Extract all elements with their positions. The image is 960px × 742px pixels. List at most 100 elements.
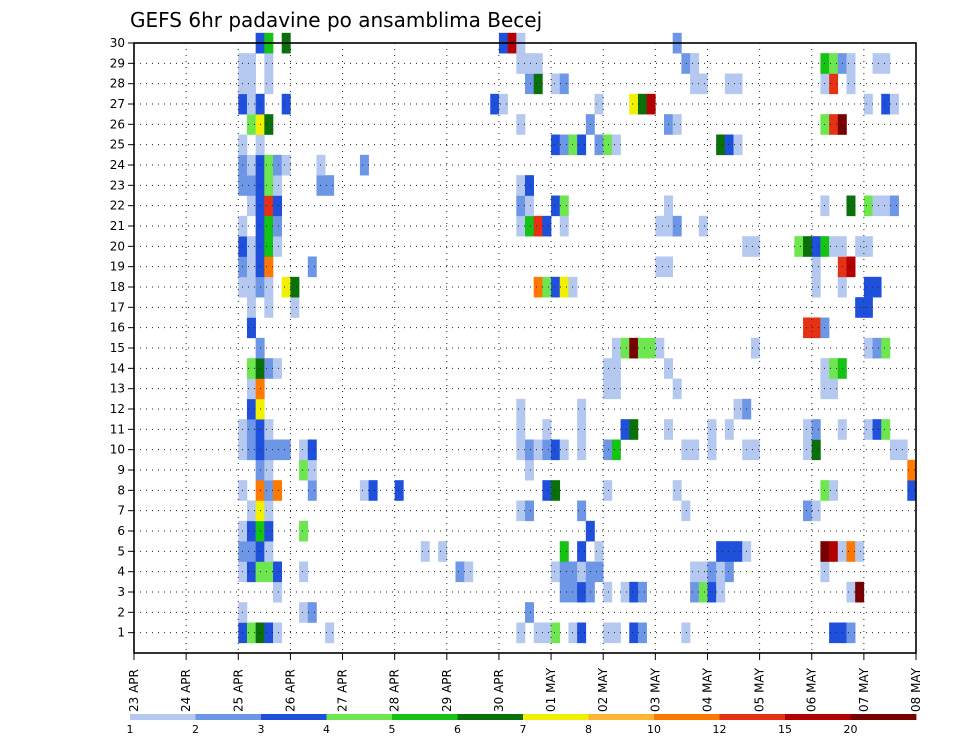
heatmap-cell	[803, 236, 813, 257]
heatmap-cell	[246, 378, 256, 400]
heatmap-cell	[533, 73, 543, 95]
y-tick-label: 28	[110, 77, 125, 91]
y-tick-label: 13	[110, 382, 125, 396]
heatmap-cell	[698, 561, 708, 583]
heatmap-cell	[846, 581, 856, 603]
heatmap-cell	[516, 419, 526, 440]
heatmap-cell	[863, 236, 873, 257]
heatmap-cell	[273, 439, 283, 461]
heatmap-cell	[898, 439, 908, 461]
colorbar-label: 15	[778, 723, 792, 736]
heatmap-cell	[611, 337, 621, 359]
heatmap-cell	[863, 297, 873, 318]
heatmap-cell	[542, 276, 552, 298]
heatmap-cell	[603, 622, 613, 644]
heatmap-cell	[516, 175, 526, 196]
heatmap-cell	[246, 236, 256, 257]
x-tick-label: 27 APR	[336, 669, 350, 712]
heatmap-cell	[724, 541, 734, 562]
y-tick-label: 29	[110, 56, 125, 70]
heatmap-cell	[594, 93, 604, 115]
heatmap-cell	[551, 276, 561, 298]
heatmap-cell	[246, 154, 256, 176]
heatmap-cell	[750, 337, 760, 359]
heatmap-cell	[603, 378, 613, 400]
heatmap-cell	[637, 622, 647, 644]
heatmap-cell	[533, 53, 543, 74]
heatmap-cell	[299, 520, 309, 542]
heatmap-cell	[420, 541, 430, 562]
colorbar-swatch	[785, 714, 851, 720]
heatmap-cell	[299, 439, 309, 461]
heatmap-cell	[542, 215, 552, 237]
heatmap-cell	[733, 541, 743, 562]
heatmap-cell	[577, 500, 587, 522]
heatmap-cell	[559, 541, 569, 562]
heatmap-cell	[525, 53, 534, 74]
heatmap-cell	[907, 459, 917, 481]
heatmap-cell	[525, 175, 534, 196]
heatmap-cell	[724, 419, 734, 440]
heatmap-cell	[551, 480, 561, 501]
heatmap-cell	[542, 419, 552, 440]
heatmap-cell	[577, 622, 587, 644]
heatmap-cell	[863, 276, 873, 298]
heatmap-cell	[872, 419, 882, 440]
heatmap-cell	[542, 622, 552, 644]
heatmap-cell	[881, 419, 891, 440]
heatmap-cell	[533, 215, 543, 237]
heatmap-cell	[246, 358, 256, 379]
heatmap-cell	[516, 114, 526, 135]
heatmap-cell	[846, 53, 856, 74]
heatmap-cell	[264, 195, 274, 217]
x-tick-label: 08 MAY	[909, 667, 923, 712]
heatmap-cell	[246, 520, 256, 542]
heatmap-cell	[264, 439, 274, 461]
heatmap-cell	[559, 134, 569, 156]
heatmap-cell	[690, 561, 700, 583]
y-tick-label: 8	[117, 483, 125, 497]
heatmap-cell	[559, 215, 569, 237]
y-tick-label: 27	[110, 97, 125, 111]
heatmap-cell	[863, 419, 873, 440]
heatmap-cell	[273, 581, 283, 603]
x-tick-label: 24 APR	[179, 669, 193, 712]
heatmap-cell	[637, 337, 647, 359]
heatmap-cell	[855, 581, 865, 603]
heatmap-cell	[516, 215, 526, 237]
y-tick-label: 23	[110, 178, 125, 192]
heatmap-cell	[620, 581, 630, 603]
heatmap-cell	[690, 53, 700, 74]
heatmap-cell	[855, 541, 865, 562]
chart-title: GEFS 6hr padavine po ansamblima Becej	[130, 8, 542, 32]
heatmap-cell	[724, 134, 734, 156]
colorbar-label: 6	[454, 723, 461, 736]
heatmap-cell	[750, 439, 760, 461]
x-tick-label: 02 MAY	[596, 667, 610, 712]
heatmap-cell	[716, 134, 726, 156]
heatmap-cell	[551, 622, 561, 644]
heatmap-cell	[577, 419, 587, 440]
y-tick-label: 24	[110, 158, 125, 172]
heatmap-cell	[264, 500, 274, 522]
colorbar-swatch	[654, 714, 720, 720]
heatmap-cell	[516, 439, 526, 461]
heatmap-cell	[707, 419, 717, 440]
heatmap-cell	[829, 73, 839, 95]
heatmap-cell	[525, 195, 534, 217]
heatmap-cell	[525, 459, 534, 481]
heatmap-cell	[246, 439, 256, 461]
heatmap-cell	[299, 602, 309, 623]
heatmap-cell	[246, 500, 256, 522]
heatmap-cell	[811, 236, 821, 257]
y-tick-label: 6	[117, 524, 125, 538]
heatmap-cell	[307, 602, 317, 623]
heatmap-cell	[264, 236, 274, 257]
y-tick-label: 14	[110, 361, 125, 375]
y-tick-label: 22	[110, 199, 125, 213]
y-tick-label: 1	[117, 626, 125, 640]
heatmap-cell	[359, 480, 369, 501]
x-tick-label: 28 APR	[388, 669, 402, 712]
heatmap-cell	[246, 73, 256, 95]
